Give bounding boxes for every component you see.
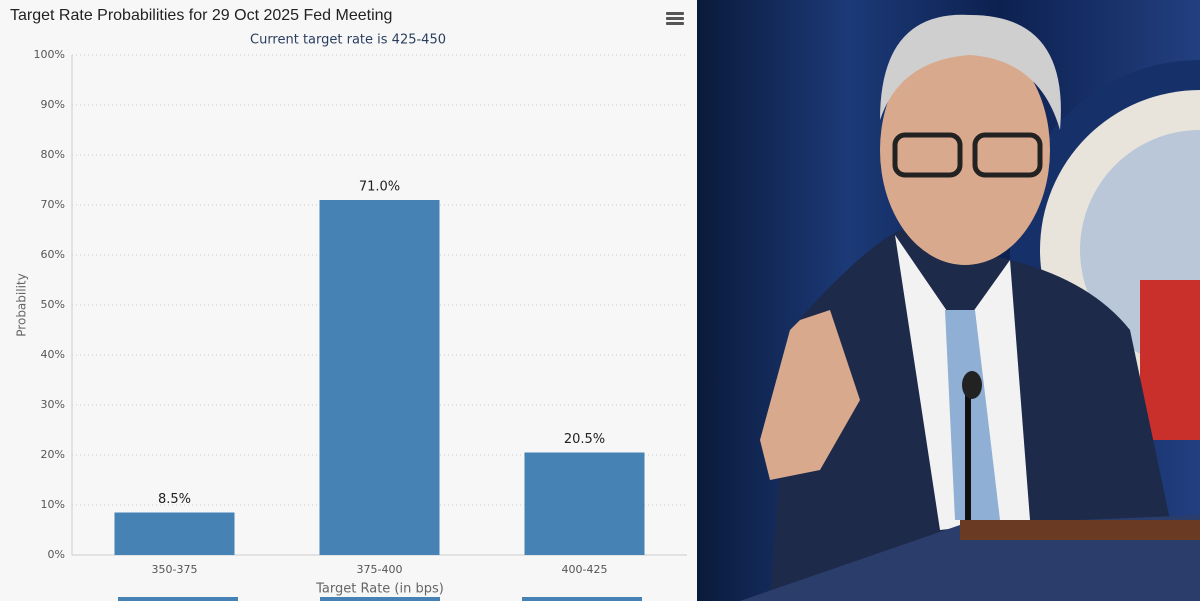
y-tick-label: 70%	[41, 198, 65, 211]
y-axis-label: Probability	[15, 273, 29, 336]
photo	[697, 0, 1200, 601]
y-tick-label: 30%	[41, 398, 65, 411]
y-tick-label: 40%	[41, 348, 65, 361]
chart-subtitle: Current target rate is 425-450	[250, 33, 446, 48]
data-label: 20.5%	[564, 432, 605, 447]
bar-stubs	[118, 597, 642, 601]
bar	[524, 452, 645, 555]
y-tick-label: 60%	[41, 248, 65, 261]
chart-title: Target Rate Probabilities for 29 Oct 202…	[10, 7, 392, 24]
y-tick-label: 50%	[41, 298, 65, 311]
y-tick-label: 100%	[34, 48, 65, 61]
y-tick-label: 0%	[48, 548, 65, 561]
data-label: 71.0%	[359, 180, 400, 195]
x-tick-label: 350-375	[152, 563, 198, 576]
x-tick-label: 400-425	[562, 563, 608, 576]
menu-icon[interactable]	[666, 12, 684, 25]
y-tick-label: 90%	[41, 98, 65, 111]
x-tick-label: 375-400	[357, 563, 403, 576]
x-axis-label: Target Rate (in bps)	[315, 582, 444, 597]
bar	[114, 512, 235, 555]
bar	[319, 200, 440, 555]
y-tick-label: 10%	[41, 498, 65, 511]
data-label: 8.5%	[158, 492, 191, 507]
y-tick-label: 80%	[41, 148, 65, 161]
y-tick-label: 20%	[41, 448, 65, 461]
